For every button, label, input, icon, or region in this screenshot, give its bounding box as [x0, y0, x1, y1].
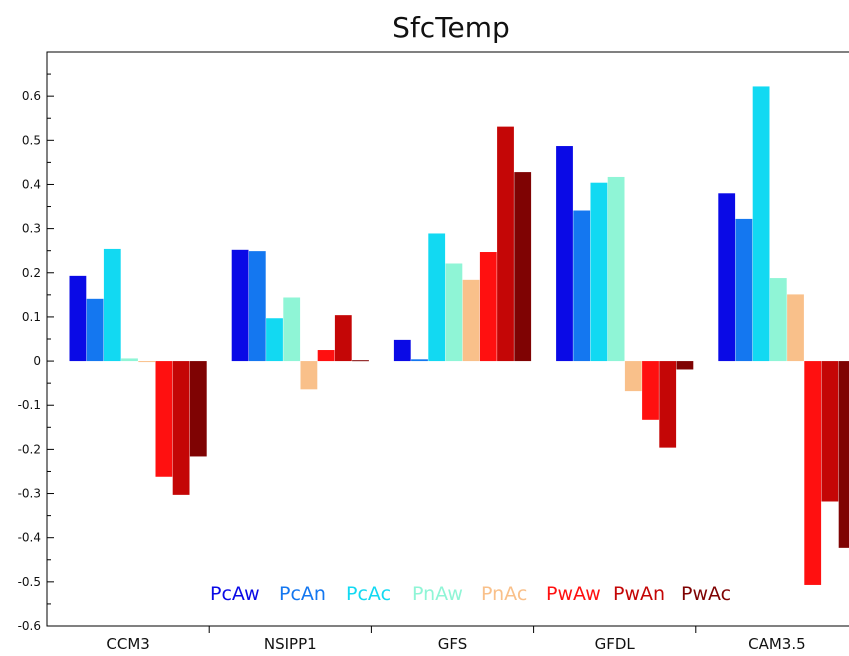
- legend-entry-pnaw: PnAw: [412, 583, 463, 605]
- y-tick-label: -0.5: [18, 575, 41, 589]
- legend-entry-pcac: PcAc: [346, 583, 391, 605]
- bar-pwaw-gfs: [479, 252, 497, 362]
- legend-entry-pwan: PwAn: [613, 583, 665, 605]
- y-tick-label: 0.4: [22, 177, 41, 191]
- y-tick-label: 0.5: [22, 133, 41, 147]
- bar-pcan-nsipp1: [248, 251, 266, 362]
- legend-entry-pnac: PnAc: [481, 583, 527, 605]
- bar-pcaw-cam35: [718, 193, 736, 362]
- legend-entry-pcan: PcAn: [279, 583, 326, 605]
- legend: PcAw PcAn PcAc PnAw PnAc PwAw PwAn PwAc: [210, 583, 731, 605]
- bar-pnac-nsipp1: [300, 361, 318, 390]
- bar-pnac-gfdl: [624, 361, 642, 392]
- x-category-label: NSIPP1: [264, 635, 317, 653]
- bars: [69, 86, 849, 585]
- bar-pcac-nsipp1: [266, 318, 283, 362]
- bar-pcac-gfs: [428, 233, 446, 362]
- bar-pnac-cam35: [787, 294, 804, 362]
- bar-pcan-ccm3: [86, 298, 104, 362]
- y-tick-label: -0.3: [18, 487, 41, 501]
- bar-pnaw-nsipp1: [283, 297, 301, 362]
- bar-pcaw-nsipp1: [231, 249, 249, 362]
- bar-pwac-ccm3: [189, 361, 207, 457]
- y-tick-label: 0.2: [22, 266, 41, 280]
- bar-pwan-gfs: [497, 126, 514, 362]
- bar-pwan-ccm3: [172, 361, 190, 495]
- bar-pwac-gfs: [514, 172, 532, 362]
- legend-entry-pwaw: PwAw: [546, 583, 601, 605]
- x-category-label: GFS: [438, 635, 468, 653]
- y-tick-label: 0.6: [22, 89, 41, 103]
- bar-pcan-cam35: [735, 218, 753, 362]
- chart-title: SfcTemp: [392, 11, 510, 44]
- bar-pcaw-ccm3: [69, 275, 87, 362]
- bar-pwan-gfdl: [659, 361, 677, 448]
- bar-pwac-cam35: [838, 361, 849, 548]
- bar-pwan-cam35: [821, 361, 839, 502]
- bar-pcaw-gfs: [393, 339, 411, 362]
- bar-pnac-gfs: [462, 279, 480, 362]
- y-tick-label: -0.1: [18, 398, 41, 412]
- y-tick-label: 0: [33, 354, 41, 368]
- x-category-label: CAM3.5: [748, 635, 806, 653]
- y-tick-label: 0.1: [22, 310, 41, 324]
- bar-pcac-gfdl: [590, 182, 608, 362]
- bar-pcac-ccm3: [103, 248, 121, 362]
- bar-pwaw-ccm3: [155, 361, 173, 477]
- bar-pwac-nsipp1: [352, 360, 369, 362]
- bar-pnaw-gfdl: [607, 176, 625, 362]
- y-axis: 0.6 0.5 0.4 0.3 0.2 0.1 0 -0.1 -0.2 -0.3 -0.4 -0.5 -…: [18, 73, 54, 633]
- bar-pcac-cam35: [752, 86, 770, 362]
- bar-pcan-gfdl: [573, 210, 591, 362]
- x-category-label: GFDL: [595, 635, 636, 653]
- y-tick-label: -0.4: [18, 531, 41, 545]
- bar-pwaw-nsipp1: [317, 350, 335, 362]
- bar-pcan-gfs: [411, 359, 428, 362]
- legend-entry-pwac: PwAc: [681, 583, 731, 605]
- x-axis: CCM3 NSIPP1 GFS GFDL CAM3.5: [106, 626, 806, 653]
- bar-pnac-ccm3: [138, 361, 156, 363]
- bar-pnaw-cam35: [769, 278, 787, 362]
- bar-pwac-gfdl: [676, 361, 694, 370]
- legend-entry-pcaw: PcAw: [210, 583, 260, 605]
- bar-pwaw-cam35: [804, 361, 822, 585]
- y-tick-label: -0.2: [18, 442, 41, 456]
- bar-pwaw-gfdl: [642, 361, 659, 420]
- x-category-label: CCM3: [106, 635, 149, 653]
- y-tick-label: 0.3: [22, 222, 41, 236]
- bar-pnaw-gfs: [445, 263, 463, 362]
- y-tick-label: -0.6: [18, 619, 41, 633]
- bar-pwan-nsipp1: [334, 315, 352, 362]
- bar-pnaw-ccm3: [121, 358, 138, 362]
- bar-pcaw-gfdl: [556, 146, 573, 362]
